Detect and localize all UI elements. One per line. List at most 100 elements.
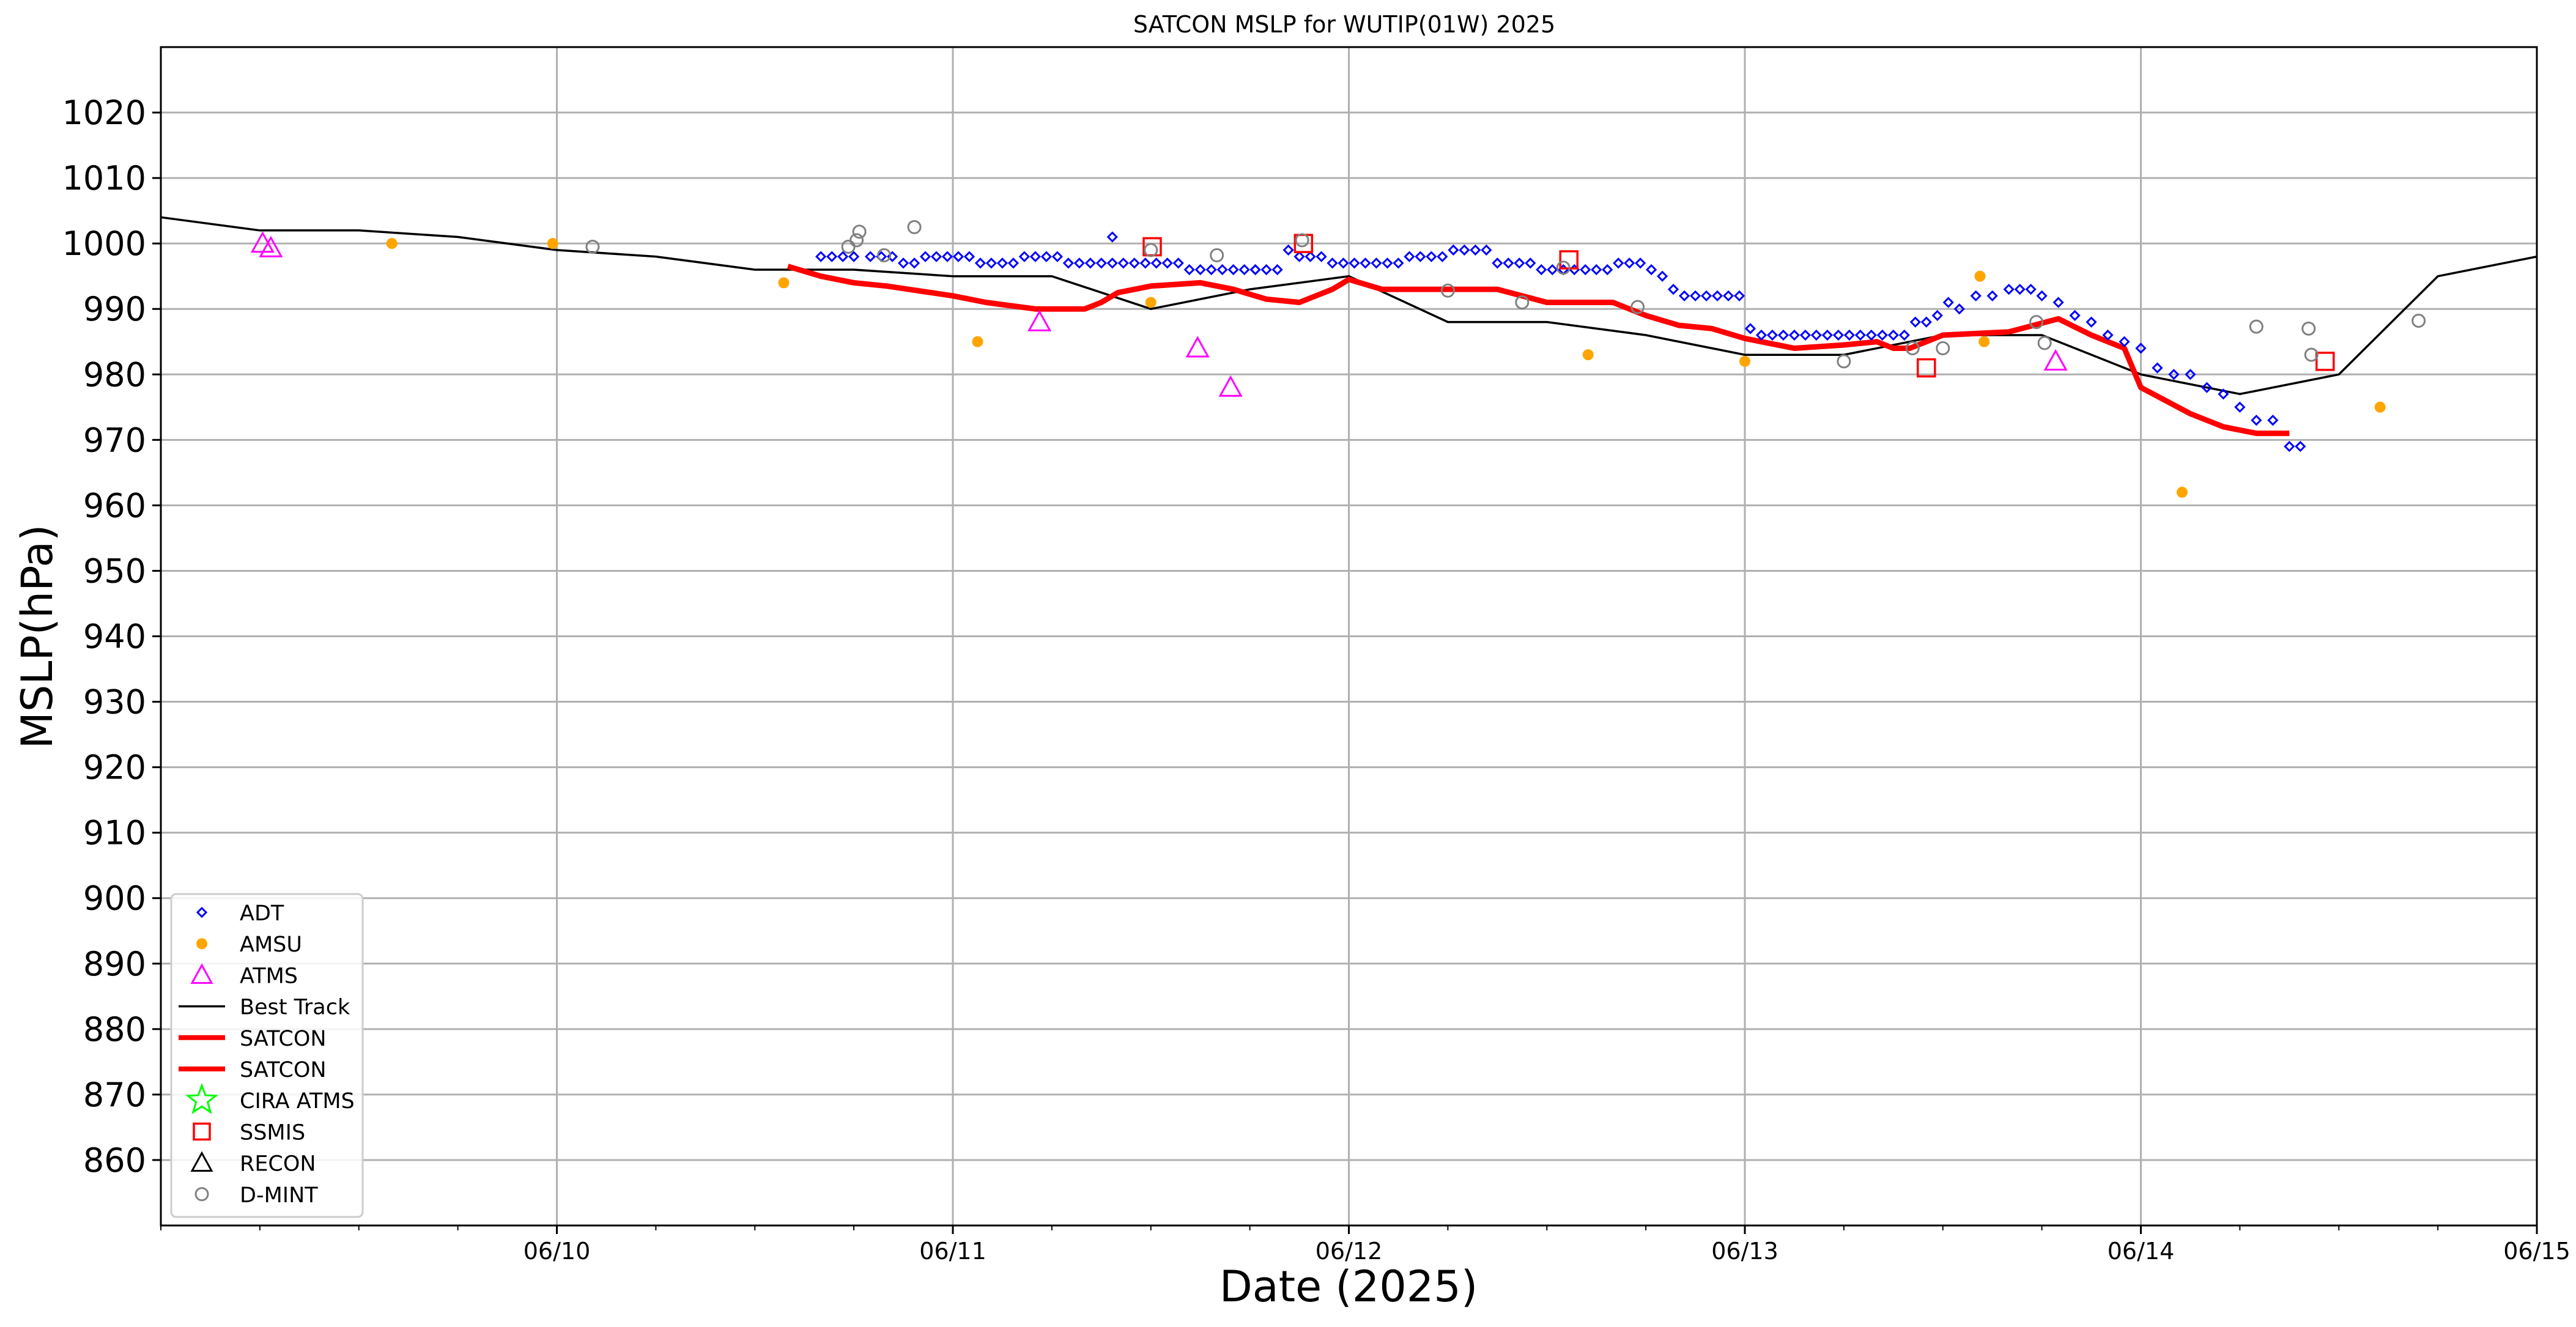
y-tick-label: 930 xyxy=(83,683,146,722)
y-tick-label: 920 xyxy=(83,749,146,787)
adt-point xyxy=(1832,329,1845,341)
adt-point xyxy=(1106,257,1118,269)
dmint-point xyxy=(2029,315,2044,330)
legend-triangle-swatch xyxy=(190,963,213,984)
adt-point xyxy=(1459,244,1470,256)
adt-point xyxy=(2295,440,2306,453)
adt-point xyxy=(1415,251,1426,262)
adt-point xyxy=(1492,257,1503,269)
legend-ssmis-swatch xyxy=(193,1122,211,1141)
adt-point xyxy=(1887,329,1899,341)
adt-point xyxy=(864,251,876,262)
adt-point xyxy=(2014,283,2026,295)
adt-point xyxy=(2201,382,2213,393)
adt-point xyxy=(1514,257,1525,269)
legend-box xyxy=(170,893,364,1218)
x-tick-label: 06/15 xyxy=(2503,1238,2570,1265)
adt-point xyxy=(1711,290,1723,301)
y-tick-label: 990 xyxy=(83,290,146,328)
adt-point xyxy=(1624,257,1635,269)
dmint-point xyxy=(2249,319,2263,334)
dmint-point xyxy=(1210,248,1224,262)
adt-point xyxy=(1327,257,1338,269)
y-tick-label: 1010 xyxy=(62,159,146,198)
adt-point xyxy=(1084,257,1096,269)
adt-point xyxy=(2251,415,2262,426)
adt-point xyxy=(1613,257,1624,269)
adt-point xyxy=(1909,316,1921,328)
adt-point xyxy=(1172,257,1184,269)
amsu-point xyxy=(1582,349,1594,361)
x-tick-label: 06/13 xyxy=(1711,1238,1778,1265)
adt-point xyxy=(1183,264,1195,276)
adt-point xyxy=(2135,342,2147,354)
amsu-point xyxy=(2176,486,2188,498)
adt-point xyxy=(2003,283,2015,295)
legend-label: SATCON xyxy=(240,1058,327,1082)
adt-point xyxy=(1602,264,1613,276)
adt-point xyxy=(930,251,942,262)
adt-point xyxy=(1249,264,1261,276)
adt-point xyxy=(1865,329,1877,341)
adt-point xyxy=(2052,297,2064,308)
adt-point xyxy=(1029,251,1042,262)
adt-point xyxy=(1426,251,1437,262)
y-tick-label: 860 xyxy=(83,1141,146,1180)
legend-label: AMSU xyxy=(240,933,302,957)
adt-point xyxy=(826,251,838,262)
adt-point xyxy=(1777,329,1790,341)
dmint-point xyxy=(1515,295,1530,310)
amsu-point xyxy=(1145,297,1157,308)
adt-point xyxy=(1051,251,1063,262)
dmint-point xyxy=(585,240,600,254)
adt-point xyxy=(1645,264,1657,276)
x-tick-label: 06/14 xyxy=(2108,1238,2175,1265)
satcon-line xyxy=(786,264,2290,437)
x-tick-label: 06/11 xyxy=(919,1238,986,1265)
adt-point xyxy=(1788,329,1801,341)
adt-point xyxy=(908,257,920,269)
y-axis-ticks: 860 870 880 890 900 910 920 930 940 950 960 970 980 9… xyxy=(62,94,161,1180)
y-axis-label: MSLP(hPa) xyxy=(12,525,62,749)
adt-point xyxy=(1953,303,1965,315)
satcon-series xyxy=(786,264,2290,437)
adt-point xyxy=(1843,329,1855,341)
adt-point xyxy=(1942,297,1954,308)
amsu-point xyxy=(1978,336,1990,347)
dmint-point xyxy=(877,248,892,262)
adt-point xyxy=(2119,336,2130,347)
y-tick-label: 970 xyxy=(83,421,146,459)
ssmis-point xyxy=(1917,358,1936,378)
adt-point xyxy=(1525,257,1536,269)
adt-point xyxy=(2234,401,2246,413)
adt-point xyxy=(1481,244,1492,256)
dmint-point xyxy=(1630,300,1645,314)
best-track-series xyxy=(160,216,2537,396)
adt-point xyxy=(1810,329,1823,341)
adt-point xyxy=(837,251,849,262)
adt-point xyxy=(2025,283,2037,295)
dmint-point xyxy=(1556,261,1571,275)
adt-point xyxy=(1799,329,1812,341)
dmint-point xyxy=(1837,354,1851,369)
dmint-point xyxy=(2411,313,2426,328)
adt-point xyxy=(1216,264,1228,276)
adt-point xyxy=(1205,264,1217,276)
adt-point xyxy=(1876,329,1888,341)
adt-point xyxy=(1360,257,1371,269)
adt-point xyxy=(1338,257,1349,269)
adt-point xyxy=(1073,257,1085,269)
atms-point xyxy=(259,235,283,257)
adt-point xyxy=(1007,257,1020,269)
adt-point xyxy=(1282,244,1294,256)
adt-point xyxy=(1689,290,1701,301)
y-tick-label: 880 xyxy=(83,1010,146,1049)
adt-point xyxy=(1316,251,1327,262)
adt-point xyxy=(2069,309,2081,322)
legend-adt-swatch xyxy=(196,906,208,919)
y-tick-label: 900 xyxy=(83,879,146,918)
adt-point xyxy=(848,251,860,262)
dmint-point xyxy=(1440,283,1455,298)
